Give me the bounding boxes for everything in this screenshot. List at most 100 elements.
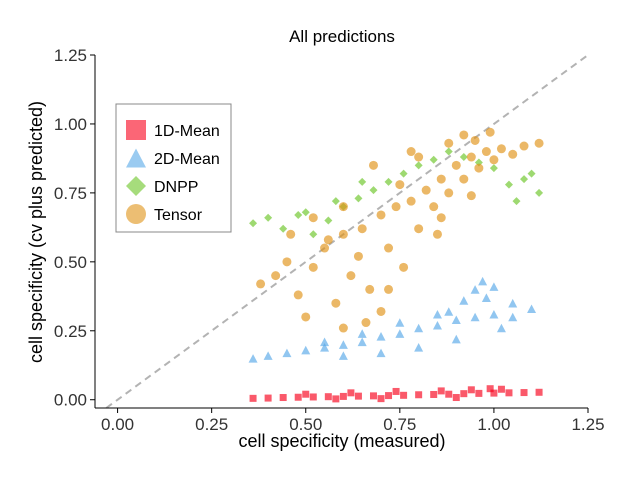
data-point-2d-mean xyxy=(395,329,405,338)
data-point-tensor xyxy=(368,160,378,170)
data-point-tensor xyxy=(519,141,529,151)
data-point-2d-mean xyxy=(248,354,258,363)
data-point-dnpp xyxy=(309,230,318,239)
x-axis-ticks: 0.00 0.25 0.50 0.75 1.00 1.25 xyxy=(101,408,605,434)
data-point-tensor xyxy=(459,130,469,140)
data-point-dnpp xyxy=(354,194,363,203)
data-point-tensor xyxy=(474,163,484,173)
data-point-2d-mean xyxy=(432,320,442,330)
reference-line-group xyxy=(105,54,589,409)
data-point-dnpp xyxy=(331,197,340,206)
y-tick-label: 0.50 xyxy=(54,253,87,272)
data-point-tensor xyxy=(384,284,394,294)
data-point-2d-mean xyxy=(459,296,469,305)
data-point-1d-mean xyxy=(309,393,317,401)
data-point-1d-mean xyxy=(324,393,332,401)
data-point-2d-mean xyxy=(338,351,348,360)
data-point-dnpp xyxy=(324,216,333,225)
reference-line xyxy=(105,54,589,409)
data-point-tensor xyxy=(353,251,363,261)
data-point-tensor xyxy=(308,262,318,272)
data-point-1d-mean xyxy=(497,385,505,393)
legend: 1D-Mean 2D-Mean DNPP Tensor xyxy=(115,103,232,233)
data-point-tensor xyxy=(282,257,292,267)
data-point-dnpp xyxy=(384,177,393,186)
data-point-tensor xyxy=(466,152,476,162)
legend-label-tensor: Tensor xyxy=(154,207,203,224)
data-point-tensor xyxy=(489,155,499,165)
data-point-1d-mean xyxy=(430,390,438,398)
data-point-tensor xyxy=(444,188,454,198)
data-point-dnpp xyxy=(535,188,544,197)
data-point-tensor xyxy=(346,271,356,281)
data-point-2d-mean xyxy=(478,276,488,286)
data-point-1d-mean xyxy=(264,394,272,402)
data-point-1d-mean xyxy=(347,389,355,397)
data-point-1d-mean xyxy=(415,391,423,399)
x-tick-label: 1.00 xyxy=(477,415,510,434)
x-tick-label: 0.25 xyxy=(195,415,228,434)
data-point-tensor xyxy=(459,174,469,184)
data-point-tensor xyxy=(384,243,394,253)
y-tick-label: 0.00 xyxy=(54,391,87,410)
data-point-1d-mean xyxy=(490,389,498,397)
data-point-tensor xyxy=(496,144,506,154)
data-point-2d-mean xyxy=(489,282,499,291)
data-point-tensor xyxy=(338,323,348,333)
data-point-dnpp xyxy=(429,155,438,164)
data-point-2d-mean xyxy=(508,298,518,308)
data-point-1d-mean xyxy=(294,393,302,401)
data-point-2d-mean xyxy=(395,318,405,327)
data-point-2d-mean xyxy=(282,348,292,358)
data-point-1d-mean xyxy=(535,388,543,396)
data-point-2d-mean xyxy=(527,304,537,313)
data-point-1d-mean xyxy=(486,385,494,393)
data-point-2d-mean xyxy=(376,348,386,358)
data-point-2d-mean xyxy=(451,315,461,325)
legend-key-2d-mean xyxy=(126,148,146,168)
data-point-tensor xyxy=(331,298,341,308)
legend-key-tensor xyxy=(126,204,146,224)
data-point-1d-mean xyxy=(437,387,445,395)
data-point-2d-mean xyxy=(481,293,491,302)
legend-label-1d-mean: 1D-Mean xyxy=(154,123,220,140)
data-point-tensor xyxy=(534,138,544,148)
data-point-1d-mean xyxy=(302,390,310,398)
x-tick-label: 1.25 xyxy=(571,415,604,434)
data-point-tensor xyxy=(406,196,416,206)
data-point-1d-mean xyxy=(385,392,393,400)
y-tick-label: 1.25 xyxy=(54,46,87,65)
data-point-1d-mean xyxy=(467,386,475,394)
data-point-tensor xyxy=(395,180,405,190)
data-point-dnpp xyxy=(527,169,536,178)
data-point-tensor xyxy=(451,160,461,170)
data-point-tensor xyxy=(256,279,266,289)
data-point-2d-mean xyxy=(376,332,386,341)
data-point-tensor xyxy=(320,243,330,253)
data-point-tensor xyxy=(338,202,348,212)
data-point-dnpp xyxy=(489,164,498,173)
data-point-dnpp xyxy=(279,224,288,233)
data-point-dnpp xyxy=(369,186,378,195)
data-point-1d-mean xyxy=(354,392,362,400)
data-point-dnpp xyxy=(399,169,408,178)
data-point-tensor xyxy=(466,191,476,201)
data-point-2d-mean xyxy=(414,343,424,352)
data-point-tensor xyxy=(308,213,318,223)
data-point-2d-mean xyxy=(496,323,506,333)
data-point-tensor xyxy=(323,235,333,245)
x-tick-label: 0.00 xyxy=(101,415,134,434)
data-point-dnpp xyxy=(294,210,303,219)
data-point-tensor xyxy=(391,202,401,212)
data-point-dnpp xyxy=(358,177,367,186)
data-point-tensor xyxy=(361,318,371,328)
y-tick-label: 1.00 xyxy=(54,115,87,134)
data-point-tensor xyxy=(406,147,416,157)
data-point-tensor xyxy=(508,149,518,159)
data-point-dnpp xyxy=(520,175,529,184)
y-tick-label: 0.25 xyxy=(54,322,87,341)
data-point-2d-mean xyxy=(263,351,273,360)
data-point-2d-mean xyxy=(338,340,348,349)
data-point-2d-mean xyxy=(508,312,518,322)
